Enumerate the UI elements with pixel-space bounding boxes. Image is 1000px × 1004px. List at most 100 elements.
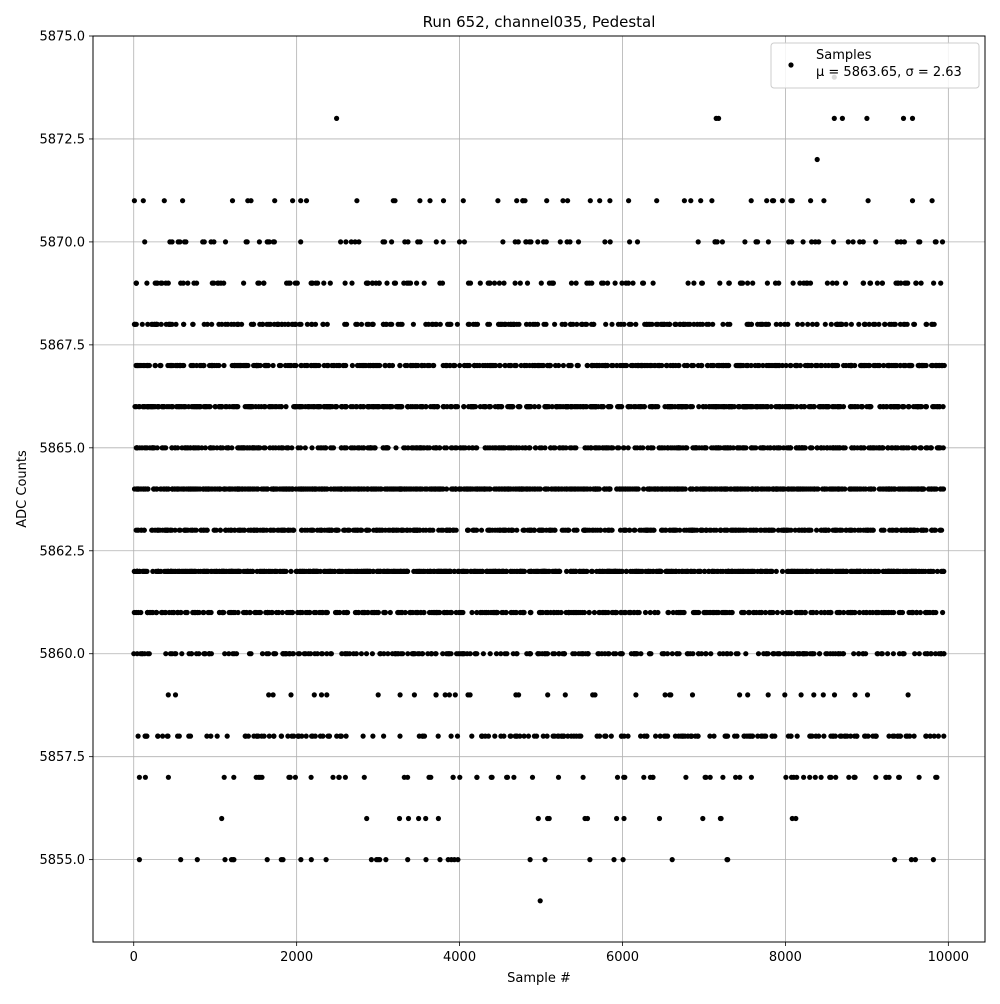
data-point bbox=[560, 486, 565, 491]
data-point bbox=[347, 651, 352, 656]
data-point bbox=[753, 363, 758, 368]
data-point bbox=[397, 363, 402, 368]
data-point bbox=[606, 651, 611, 656]
data-point bbox=[157, 528, 162, 533]
data-point bbox=[359, 651, 364, 656]
data-point bbox=[877, 404, 882, 409]
data-point bbox=[621, 775, 626, 780]
data-point bbox=[628, 569, 633, 574]
data-point bbox=[191, 445, 196, 450]
data-point bbox=[403, 610, 408, 615]
data-point bbox=[148, 404, 153, 409]
data-point bbox=[286, 281, 291, 286]
data-point bbox=[555, 404, 560, 409]
data-point bbox=[452, 857, 457, 862]
data-point bbox=[535, 322, 540, 327]
data-point bbox=[625, 404, 630, 409]
data-point bbox=[132, 569, 137, 574]
data-point bbox=[844, 569, 849, 574]
data-point bbox=[810, 610, 815, 615]
data-point bbox=[539, 281, 544, 286]
data-point bbox=[225, 734, 230, 739]
data-point bbox=[868, 281, 873, 286]
data-point bbox=[940, 239, 945, 244]
data-point bbox=[211, 281, 216, 286]
data-point bbox=[344, 322, 349, 327]
data-point bbox=[154, 281, 159, 286]
data-point bbox=[808, 445, 813, 450]
data-point bbox=[506, 528, 511, 533]
data-point bbox=[520, 198, 525, 203]
data-point bbox=[405, 857, 410, 862]
data-point bbox=[216, 363, 221, 368]
data-point bbox=[376, 692, 381, 697]
data-point bbox=[578, 734, 583, 739]
data-point bbox=[747, 404, 752, 409]
data-point bbox=[589, 569, 594, 574]
data-point bbox=[566, 528, 571, 533]
data-point bbox=[891, 610, 896, 615]
data-point bbox=[413, 610, 418, 615]
data-point bbox=[349, 281, 354, 286]
data-point bbox=[368, 363, 373, 368]
data-point bbox=[800, 322, 805, 327]
data-point bbox=[132, 486, 137, 491]
data-point bbox=[173, 528, 178, 533]
data-point bbox=[621, 816, 626, 821]
data-point bbox=[550, 651, 555, 656]
data-point bbox=[901, 569, 906, 574]
data-point bbox=[343, 281, 348, 286]
data-point bbox=[785, 322, 790, 327]
data-point bbox=[833, 651, 838, 656]
data-point bbox=[480, 610, 485, 615]
data-point bbox=[285, 445, 290, 450]
data-point bbox=[712, 569, 717, 574]
data-point bbox=[511, 651, 516, 656]
data-point bbox=[701, 610, 706, 615]
data-point bbox=[309, 322, 314, 327]
data-point bbox=[252, 610, 257, 615]
data-point bbox=[746, 569, 751, 574]
data-point bbox=[313, 734, 318, 739]
data-point bbox=[868, 404, 873, 409]
data-point bbox=[938, 281, 943, 286]
data-point bbox=[216, 322, 221, 327]
data-point bbox=[662, 734, 667, 739]
data-point bbox=[602, 734, 607, 739]
data-point bbox=[801, 239, 806, 244]
data-point bbox=[516, 404, 521, 409]
data-point bbox=[698, 198, 703, 203]
data-point bbox=[353, 528, 358, 533]
data-point bbox=[528, 239, 533, 244]
data-point bbox=[810, 486, 815, 491]
data-point bbox=[303, 445, 308, 450]
data-point bbox=[737, 692, 742, 697]
data-point bbox=[266, 692, 271, 697]
data-point bbox=[468, 692, 473, 697]
data-point bbox=[852, 486, 857, 491]
data-point bbox=[323, 445, 328, 450]
data-point bbox=[362, 775, 367, 780]
data-point bbox=[136, 734, 141, 739]
data-point bbox=[431, 363, 436, 368]
data-point bbox=[541, 322, 546, 327]
data-point bbox=[924, 322, 929, 327]
data-point bbox=[161, 486, 166, 491]
data-point bbox=[166, 775, 171, 780]
data-point bbox=[267, 734, 272, 739]
data-point bbox=[884, 775, 889, 780]
data-point bbox=[344, 734, 349, 739]
data-point bbox=[625, 734, 630, 739]
data-point bbox=[660, 445, 665, 450]
data-point bbox=[808, 404, 813, 409]
data-point bbox=[381, 734, 386, 739]
data-point bbox=[832, 116, 837, 121]
data-point bbox=[696, 734, 701, 739]
data-point bbox=[536, 404, 541, 409]
data-point bbox=[376, 569, 381, 574]
data-point bbox=[934, 775, 939, 780]
data-point bbox=[670, 857, 675, 862]
data-point bbox=[782, 692, 787, 697]
data-point bbox=[532, 734, 537, 739]
